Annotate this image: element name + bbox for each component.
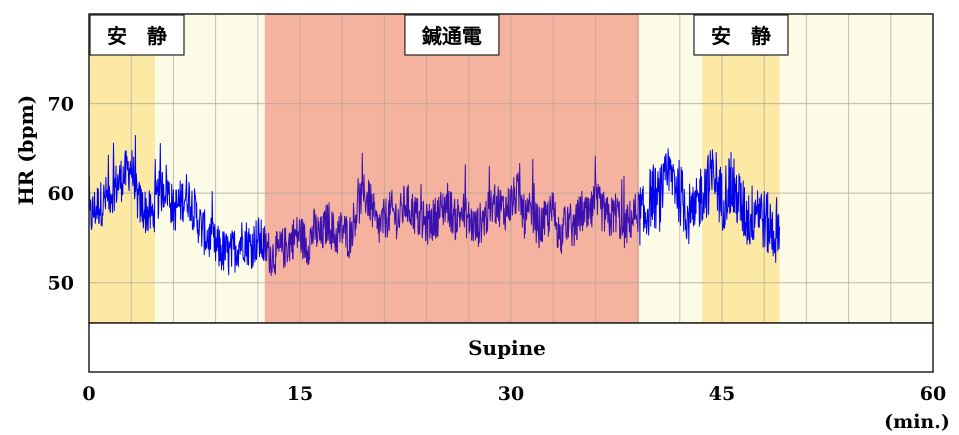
posture-strip: [88, 322, 934, 373]
y-tick-label: 60: [48, 183, 74, 205]
y-axis-label: HR (bpm): [14, 95, 38, 206]
grid: [88, 14, 934, 323]
x-axis-unit: (min.): [884, 411, 950, 433]
hr-trace-segment: [88, 135, 266, 276]
phase-labels: 安 静 鍼通電 安 静: [89, 14, 789, 56]
x-tick-label: 30: [498, 383, 524, 405]
phase-label-box: [89, 14, 185, 56]
phase-label-box: [693, 14, 789, 56]
hr-trace: [88, 135, 780, 276]
phase-label-box: [404, 14, 500, 56]
x-tick-label: 0: [82, 383, 95, 405]
y-tick-label: 50: [48, 273, 74, 295]
phase-label: 安 静: [711, 24, 771, 48]
x-tick-label: 15: [287, 383, 313, 405]
x-tick-label: 60: [920, 383, 946, 405]
phase-label: 安 静: [107, 24, 167, 48]
phase-band: [779, 14, 933, 323]
phase-band: [702, 14, 780, 323]
phase-band: [264, 14, 640, 323]
posture-label: Supine: [468, 336, 546, 360]
hr-trace-segment: [264, 152, 640, 276]
y-tick-label: 70: [48, 94, 74, 116]
phase-band: [89, 14, 156, 323]
y-axis-ticks: 50 60 70: [48, 94, 74, 295]
phase-band: [155, 14, 265, 323]
x-axis-ticks: 0 15 30 45 60: [82, 383, 946, 405]
phase-bands: [89, 14, 933, 323]
phase-label: 鍼通電: [422, 24, 482, 48]
hr-trace-segment: [638, 148, 780, 263]
x-tick-label: 45: [709, 383, 735, 405]
